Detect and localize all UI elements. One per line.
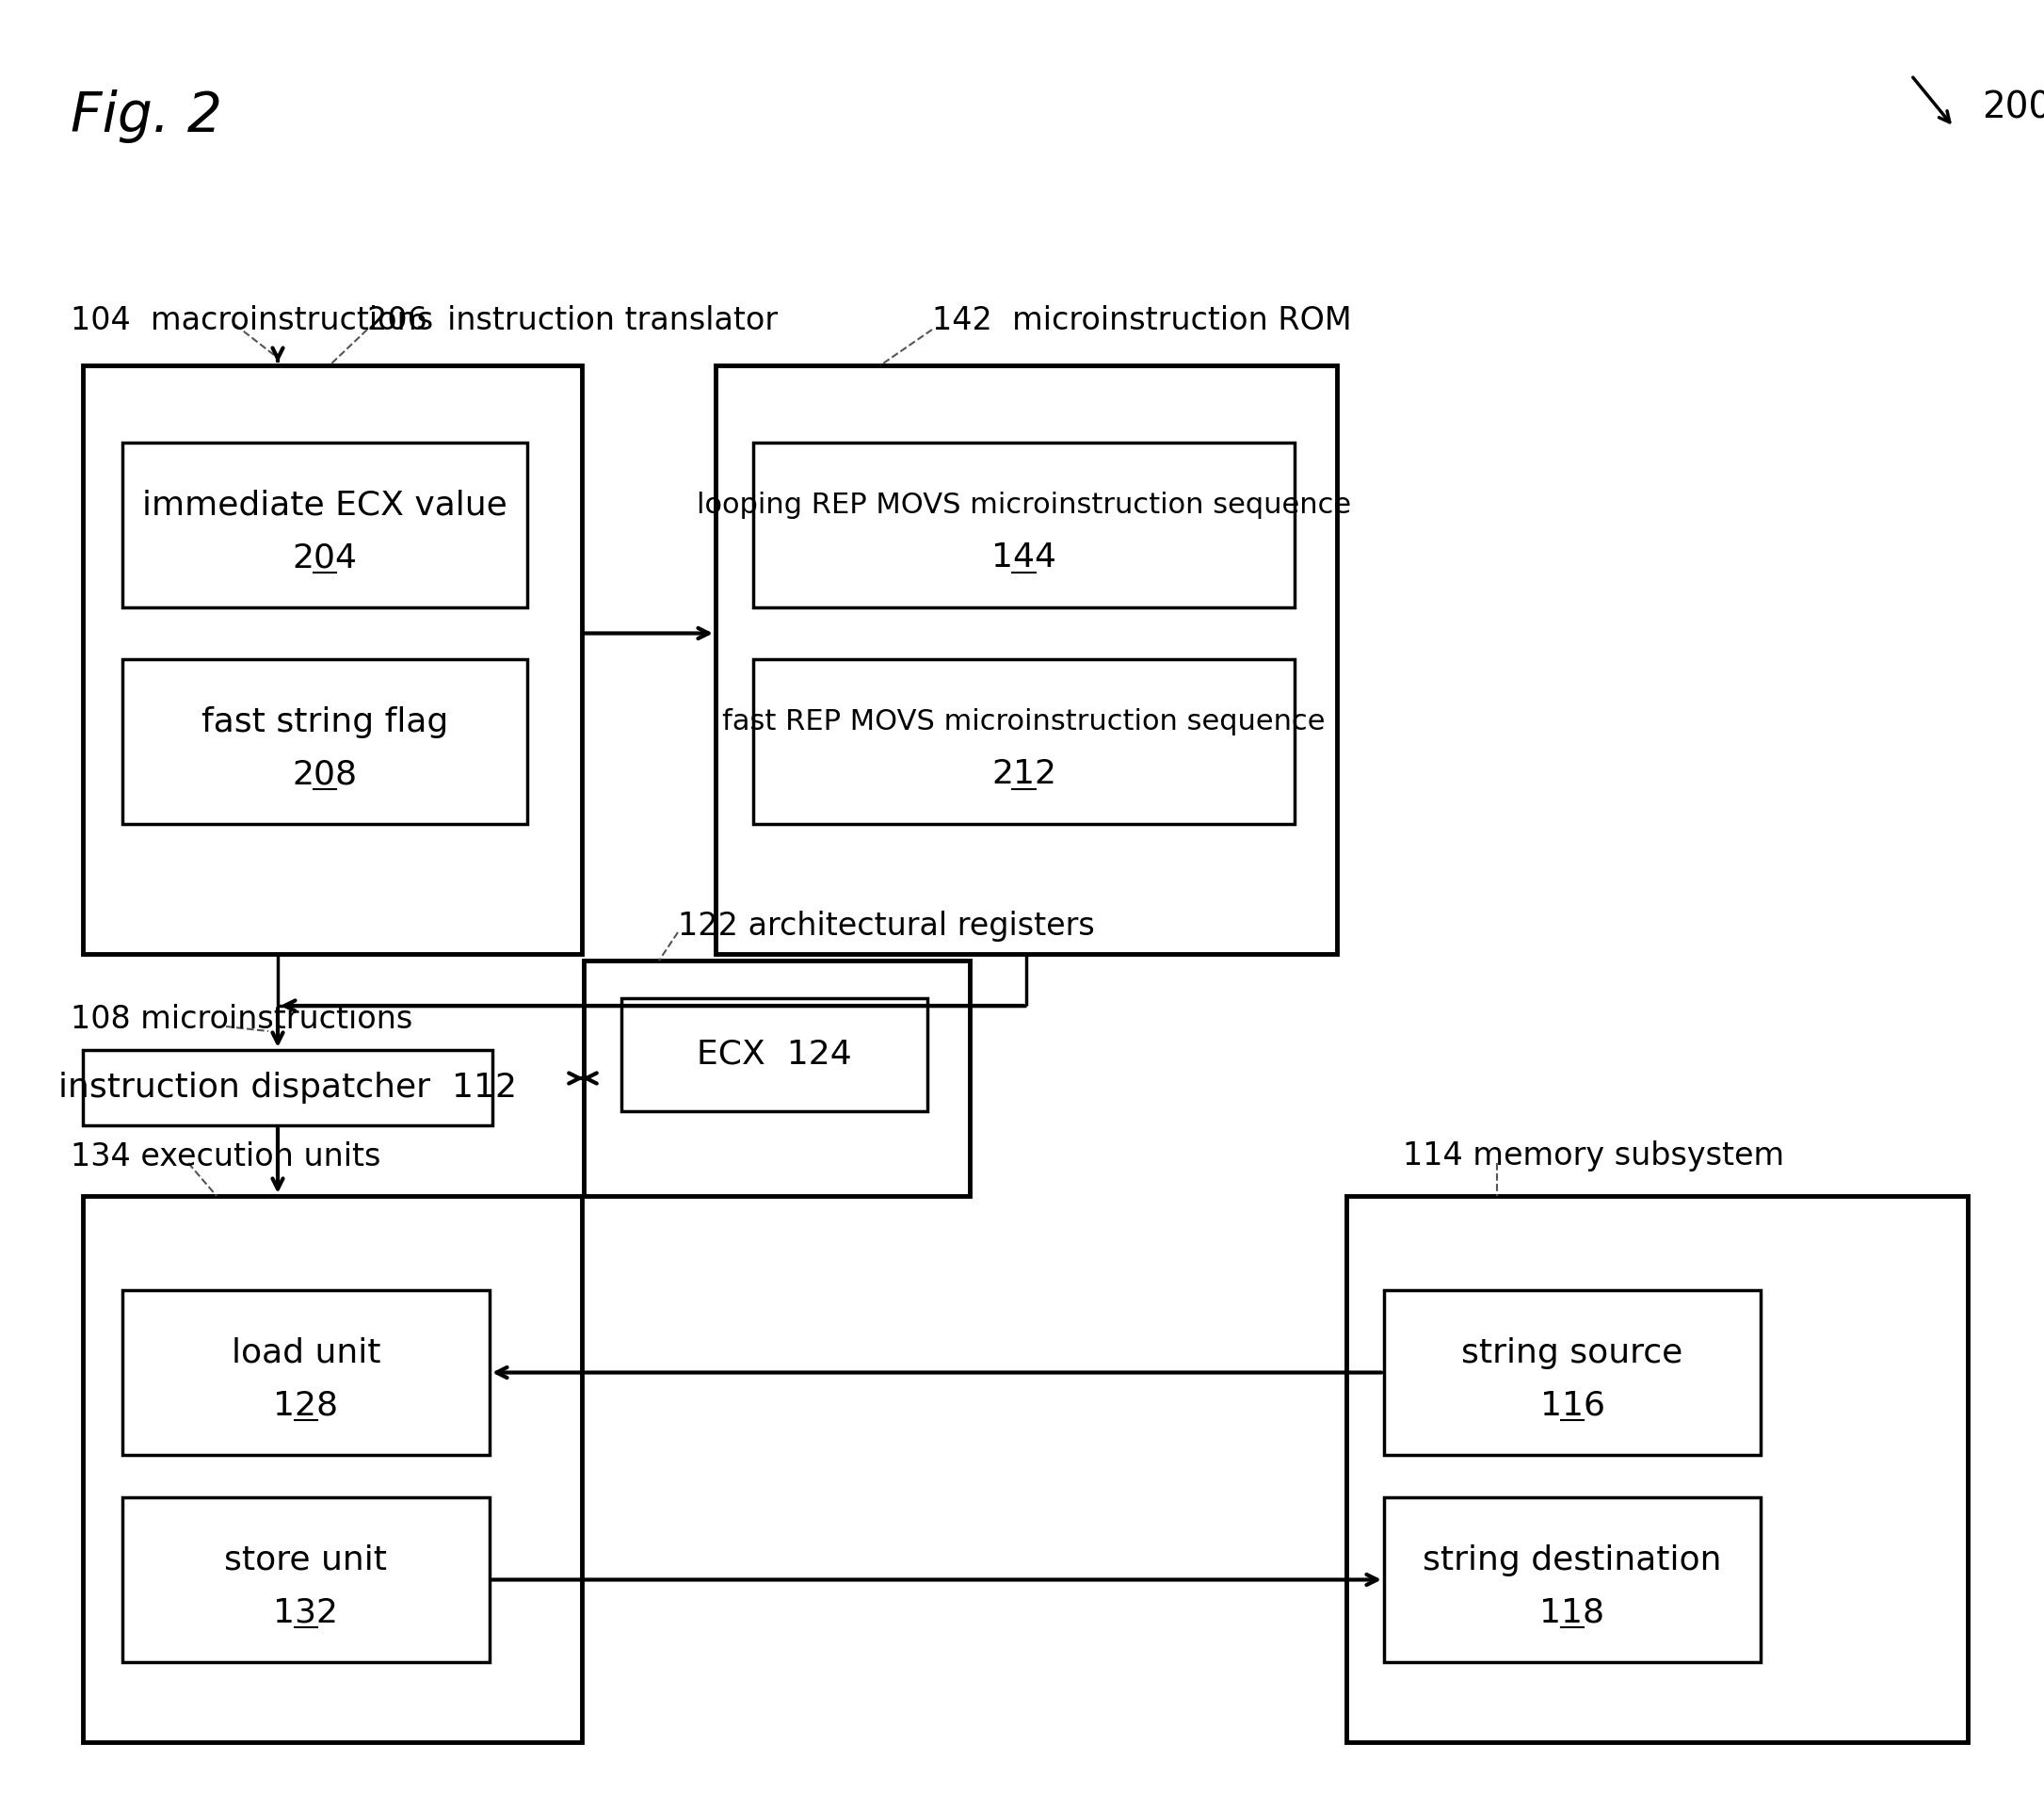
Text: string destination: string destination — [1423, 1544, 1721, 1576]
Bar — [84, 1051, 493, 1126]
Text: 144: 144 — [991, 541, 1057, 574]
Text: 132: 132 — [274, 1596, 339, 1628]
Text: 128: 128 — [274, 1390, 339, 1422]
Text: fast string flag: fast string flag — [202, 706, 448, 739]
Text: 118: 118 — [1539, 1596, 1605, 1628]
Text: 208: 208 — [292, 758, 358, 791]
Text: string source: string source — [1461, 1338, 1682, 1368]
Text: 114 memory subsystem: 114 memory subsystem — [1402, 1140, 1784, 1173]
Text: 122 architectural registers: 122 architectural registers — [679, 911, 1096, 941]
Text: 134 execution units: 134 execution units — [72, 1140, 380, 1173]
Text: looping REP MOVS microinstruction sequence: looping REP MOVS microinstruction sequen… — [697, 491, 1351, 518]
Bar — [123, 660, 527, 825]
Text: instruction dispatcher  112: instruction dispatcher 112 — [59, 1072, 517, 1104]
Text: Fig. 2: Fig. 2 — [72, 90, 223, 143]
Bar — [715, 366, 1337, 954]
Text: 142  microinstruction ROM: 142 microinstruction ROM — [932, 305, 1351, 335]
Bar — [752, 443, 1294, 608]
Text: ECX  124: ECX 124 — [697, 1038, 852, 1070]
Bar — [84, 1196, 583, 1743]
Text: 104  macroinstructions: 104 macroinstructions — [72, 305, 433, 335]
Text: 108 microinstructions: 108 microinstructions — [72, 1004, 413, 1035]
Bar — [123, 1497, 491, 1662]
Bar — [621, 999, 928, 1112]
Text: fast REP MOVS microinstruction sequence: fast REP MOVS microinstruction sequence — [722, 708, 1325, 735]
Bar — [1384, 1291, 1760, 1454]
Bar — [123, 1291, 491, 1454]
Text: 206  instruction translator: 206 instruction translator — [368, 305, 779, 335]
Text: 200: 200 — [1983, 90, 2044, 126]
Bar — [752, 660, 1294, 825]
Bar — [84, 366, 583, 954]
Text: 204: 204 — [292, 541, 358, 574]
Text: load unit: load unit — [231, 1338, 380, 1368]
Bar — [1347, 1196, 1968, 1743]
Text: 212: 212 — [991, 758, 1057, 791]
Bar — [585, 961, 969, 1196]
Text: immediate ECX value: immediate ECX value — [143, 489, 507, 522]
Bar — [123, 443, 527, 608]
Text: store unit: store unit — [225, 1544, 388, 1576]
Bar — [1384, 1497, 1760, 1662]
Text: 116: 116 — [1539, 1390, 1605, 1422]
